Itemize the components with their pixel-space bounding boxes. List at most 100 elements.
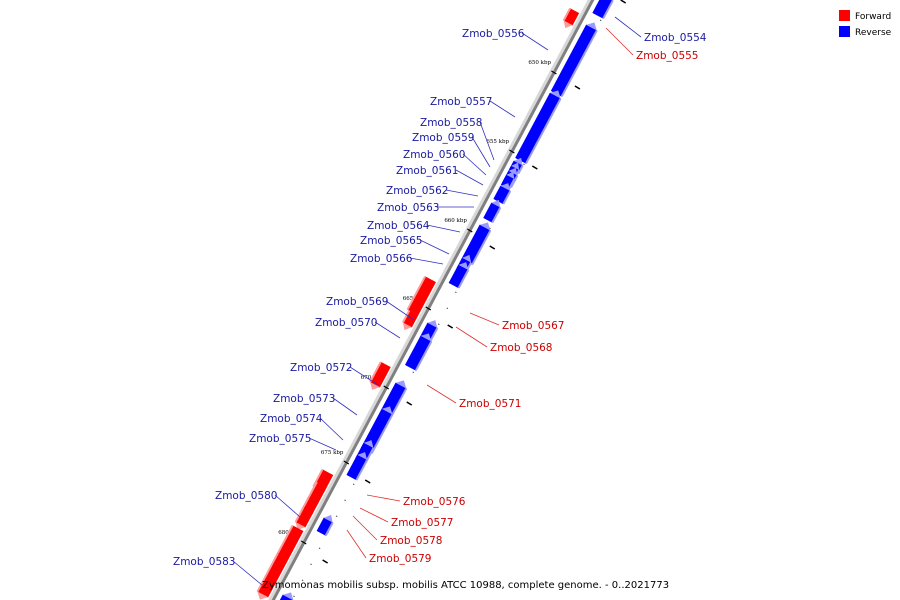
- gene-label[interactable]: Zmob_0572: [290, 362, 352, 374]
- gene-label-leader: [409, 257, 444, 265]
- gene-label-leader: [489, 100, 516, 118]
- gene-arrow-tip: [462, 254, 472, 263]
- gene-feature-unlabeled[interactable]: [256, 553, 289, 600]
- gene-arrow-tip: [370, 382, 380, 390]
- gene-arrow-highlight: [415, 340, 433, 371]
- scale-tick-label: 675 kbp: [321, 450, 344, 456]
- gene-label[interactable]: Zmob_0575: [249, 433, 311, 445]
- gene-feature-Zmob_0571[interactable]: [369, 361, 391, 390]
- gene-label[interactable]: Zmob_0554: [644, 32, 707, 44]
- backbone-shadow: [268, 0, 591, 600]
- gene-label[interactable]: Zmob_0562: [386, 185, 448, 197]
- legend-reverse-label: Reverse: [855, 28, 892, 38]
- gene-arrow-tip: [257, 591, 269, 600]
- gene-label-leader: [232, 560, 263, 586]
- gene-feature-Zmob_0564[interactable]: [461, 222, 492, 265]
- gene-label[interactable]: Zmob_0569: [326, 296, 388, 308]
- gene-feature-Zmob_0583[interactable]: [273, 592, 294, 600]
- gene-label[interactable]: Zmob_0558: [420, 117, 482, 129]
- genome-caption: Zymomonas mobilis subsp. mobilis ATCC 10…: [262, 580, 669, 591]
- gene-arrow-tip: [479, 222, 491, 231]
- gene-arrow-highlight: [508, 178, 516, 190]
- gene-arrow-highlight: [560, 29, 598, 97]
- gene-arrow-tip: [506, 171, 515, 180]
- gene-label[interactable]: Zmob_0570: [315, 317, 377, 329]
- scale-dash: [531, 165, 538, 170]
- gene-arrow-highlight: [457, 269, 470, 289]
- gene-arrow-tip: [323, 514, 333, 523]
- scale-tick: [300, 540, 307, 545]
- gene-label[interactable]: Zmob_0568: [490, 342, 552, 354]
- gene-label-leader: [614, 16, 642, 38]
- gene-label[interactable]: Zmob_0559: [412, 132, 474, 144]
- gene-label[interactable]: Zmob_0577: [391, 517, 453, 529]
- legend-forward-swatch: [839, 10, 850, 21]
- gene-arrow-highlight: [406, 276, 426, 311]
- scale-dash: [620, 0, 627, 4]
- gene-arrow-highlight: [471, 229, 492, 265]
- gene-feature-Zmob_0566[interactable]: [448, 262, 470, 289]
- gene-label-leader: [469, 312, 500, 326]
- scale-tick: [425, 306, 432, 311]
- gene-label[interactable]: Zmob_0566: [350, 253, 413, 265]
- gene-label[interactable]: Zmob_0567: [502, 320, 564, 332]
- gene-label-leader: [352, 515, 378, 541]
- gene-label[interactable]: Zmob_0583: [173, 556, 235, 568]
- gene-label-leader: [471, 136, 491, 168]
- gene-label[interactable]: Zmob_0576: [403, 496, 466, 508]
- gene-arrow-tip: [420, 333, 432, 342]
- gene-feature-Zmob_0563[interactable]: [483, 199, 502, 223]
- gene-arrow-tip: [458, 262, 469, 270]
- gene-arrow-tip: [395, 380, 407, 389]
- gene-label-leader: [366, 494, 401, 502]
- gene-arrow-tip: [586, 22, 597, 31]
- gene-feature-Zmob_0579[interactable]: [294, 506, 314, 530]
- gene-arrow-highlight: [324, 522, 334, 536]
- gene-label[interactable]: Zmob_0573: [273, 393, 335, 405]
- gene-feature-Zmob_0575[interactable]: [346, 452, 368, 481]
- scale-tick: [383, 385, 390, 390]
- gene-feature-Zmob_0555[interactable]: [562, 8, 580, 29]
- gene-label[interactable]: Zmob_0561: [396, 165, 458, 177]
- gene-label[interactable]: Zmob_0555: [636, 50, 698, 62]
- gene-label[interactable]: Zmob_0565: [360, 235, 422, 247]
- gene-label-leader: [274, 494, 301, 518]
- gene-label[interactable]: Zmob_0557: [430, 96, 492, 108]
- scale-dash: [574, 85, 581, 90]
- gene-label[interactable]: Zmob_0579: [369, 553, 431, 565]
- gene-arrow-highlight: [429, 327, 439, 342]
- scale-tick: [509, 149, 515, 154]
- gene-feature-Zmob_0580[interactable]: [316, 514, 334, 536]
- gene-label-leader: [308, 437, 337, 451]
- gene-feature-Zmob_0562[interactable]: [493, 183, 512, 205]
- gene-feature-Zmob_0556[interactable]: [550, 22, 598, 97]
- gene-label[interactable]: Zmob_0580: [215, 490, 277, 502]
- gene-arrow-tip: [363, 440, 374, 448]
- gene-label[interactable]: Zmob_0571: [459, 398, 521, 410]
- minor-tick: [344, 499, 346, 502]
- minor-tick: [438, 323, 440, 326]
- gene-feature-Zmob_0557[interactable]: [515, 90, 562, 164]
- gene-label-leader: [319, 417, 344, 441]
- legend-reverse-swatch: [839, 26, 850, 37]
- scale-tick: [343, 460, 350, 465]
- gene-arrow-tip: [295, 522, 306, 530]
- gene-label-leader: [359, 507, 389, 523]
- gene-label[interactable]: Zmob_0563: [377, 202, 439, 214]
- gene-feature-Zmob_0568[interactable]: [402, 310, 419, 331]
- gene-features: [256, 0, 614, 600]
- gene-label[interactable]: Zmob_0574: [260, 413, 323, 425]
- gene-feature-Zmob_0570[interactable]: [404, 333, 433, 371]
- minor-tick: [352, 483, 355, 486]
- gene-feature-Zmob_0554[interactable]: [592, 0, 614, 19]
- gene-arrow-tip: [357, 452, 368, 460]
- scale-dash: [447, 324, 454, 329]
- gene-arrow-highlight: [391, 387, 408, 415]
- gene-label[interactable]: Zmob_0564: [367, 220, 430, 232]
- gene-arrow-highlight: [491, 207, 502, 223]
- gene-label[interactable]: Zmob_0556: [462, 28, 525, 40]
- gene-label[interactable]: Zmob_0560: [403, 149, 465, 161]
- gene-label[interactable]: Zmob_0578: [380, 535, 442, 547]
- minor-tick: [412, 371, 415, 374]
